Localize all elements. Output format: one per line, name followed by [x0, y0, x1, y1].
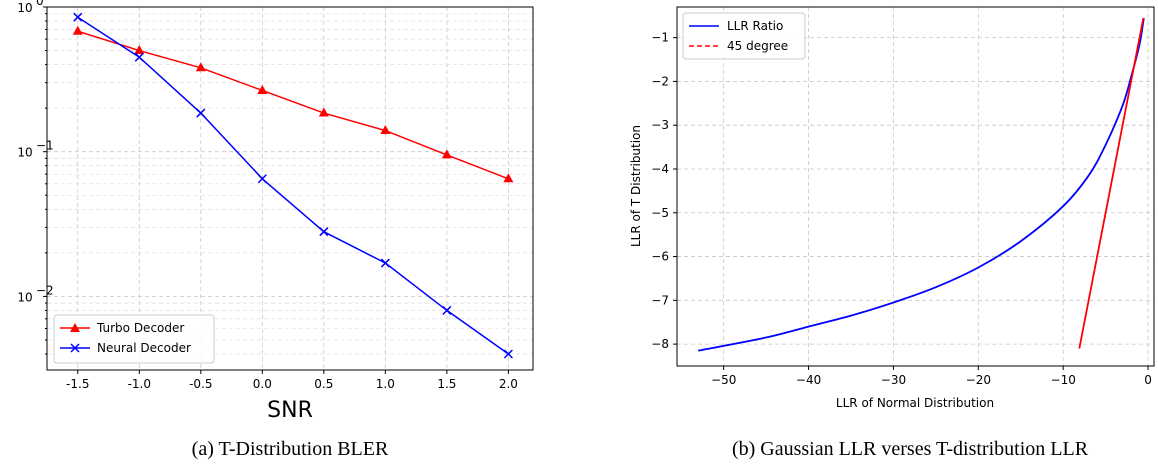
- chart-a-series: [72, 12, 514, 359]
- x-tick-label: -1.0: [128, 377, 151, 391]
- y-tick-label: −7: [651, 293, 669, 307]
- y-tick-label: −2: [651, 74, 669, 88]
- legend-marker-x-icon: [70, 343, 80, 353]
- data-point-turbo-decoder: [441, 149, 452, 159]
- data-point-turbo-decoder: [195, 62, 206, 72]
- y-tick-label: 10: [17, 146, 32, 160]
- x-tick-label: −30: [881, 373, 906, 387]
- data-point-neural-decoder: [196, 108, 206, 118]
- y-tick-label: 10: [17, 290, 32, 304]
- chart-b: −50 −40 −30 −20 −10 0 −1 −2 −3 −4 −5 −6 −7 −8 LLR of…: [629, 6, 1155, 460]
- x-tick-label: −10: [1051, 373, 1076, 387]
- data-point-neural-decoder: [380, 258, 390, 268]
- series-line-llr-ratio: [698, 17, 1145, 352]
- legend-label-turbo-decoder: Turbo Decoder: [96, 321, 184, 335]
- data-point-turbo-decoder: [257, 84, 268, 94]
- x-tick-label: -0.5: [189, 377, 212, 391]
- x-tick-label: 0.5: [314, 377, 333, 391]
- chart-a-caption: (a) T-Distribution BLER: [192, 438, 389, 460]
- data-point-neural-decoder: [134, 52, 144, 62]
- chart-b-caption: (b) Gaussian LLR verses T-distribution L…: [732, 438, 1089, 460]
- x-tick-label: −40: [796, 373, 821, 387]
- x-tick-label: −20: [966, 373, 991, 387]
- series-line-45-degree: [1078, 17, 1145, 349]
- data-point-neural-decoder: [73, 12, 83, 22]
- chart-b-x-axis-label: LLR of Normal Distribution: [836, 396, 994, 410]
- series-line-turbo-decoder: [77, 30, 509, 180]
- chart-b-axes-frame: [676, 6, 1155, 367]
- y-tick-label: −4: [651, 162, 669, 176]
- x-tick-label: −50: [711, 373, 736, 387]
- y-tick-label: −3: [651, 118, 669, 132]
- chart-b-grid: [677, 7, 1154, 366]
- y-tick-label: −1: [651, 31, 669, 45]
- data-point-turbo-decoder: [380, 125, 391, 135]
- y-tick-label: −8: [651, 337, 669, 351]
- data-point-turbo-decoder: [318, 107, 329, 117]
- chart-b-x-ticks: −50 −40 −30 −20 −10 0: [711, 366, 1152, 387]
- data-point-neural-decoder: [257, 174, 267, 184]
- data-point-neural-decoder: [503, 349, 513, 359]
- x-tick-label: 1.5: [437, 377, 456, 391]
- chart-b-y-axis-label: LLR of T Distribution: [629, 125, 643, 247]
- y-tick-label: −5: [651, 206, 669, 220]
- x-tick-label: 0.0: [253, 377, 272, 391]
- data-point-turbo-decoder: [503, 173, 514, 183]
- x-tick-label: 1.0: [376, 377, 395, 391]
- y-tick-label: −6: [651, 250, 669, 264]
- chart-b-legend-box: [682, 12, 806, 60]
- data-point-turbo-decoder: [72, 25, 83, 35]
- y-tick-exponent: 0: [36, 0, 44, 8]
- chart-b-legend: LLR Ratio 45 degree: [682, 12, 806, 60]
- chart-a-legend: Turbo Decoder Neural Decoder: [53, 314, 215, 364]
- legend-label-llr-ratio: LLR Ratio: [727, 19, 783, 33]
- chart-a-x-ticks: -1.5 -1.0 -0.5 0.0 0.5 1.0 1.5 2.0: [66, 370, 518, 391]
- chart-a-legend-box: [53, 314, 215, 364]
- x-tick-label: 0: [1144, 373, 1152, 387]
- x-tick-label: -1.5: [66, 377, 89, 391]
- chart-b-y-ticks: −1 −2 −3 −4 −5 −6 −7 −8: [651, 31, 677, 351]
- series-line-neural-decoder: [77, 16, 509, 355]
- legend-label-45-degree: 45 degree: [727, 39, 788, 53]
- y-tick-exponent: −1: [36, 139, 54, 153]
- y-tick-exponent: −2: [36, 283, 54, 297]
- data-point-turbo-decoder: [134, 45, 145, 55]
- legend-label-neural-decoder: Neural Decoder: [97, 341, 191, 355]
- chart-b-series: [698, 17, 1145, 352]
- chart-a-y-ticks: 10 0 10 −1 10 −2: [17, 0, 54, 355]
- chart-a-x-axis-label: SNR: [267, 398, 313, 423]
- x-tick-label: 2.0: [499, 377, 518, 391]
- y-tick-label: 10: [17, 1, 32, 15]
- legend-marker-triangle-icon: [70, 323, 80, 332]
- data-point-neural-decoder: [319, 227, 329, 237]
- data-point-neural-decoder: [442, 305, 452, 315]
- chart-a-axes-frame: [46, 6, 534, 371]
